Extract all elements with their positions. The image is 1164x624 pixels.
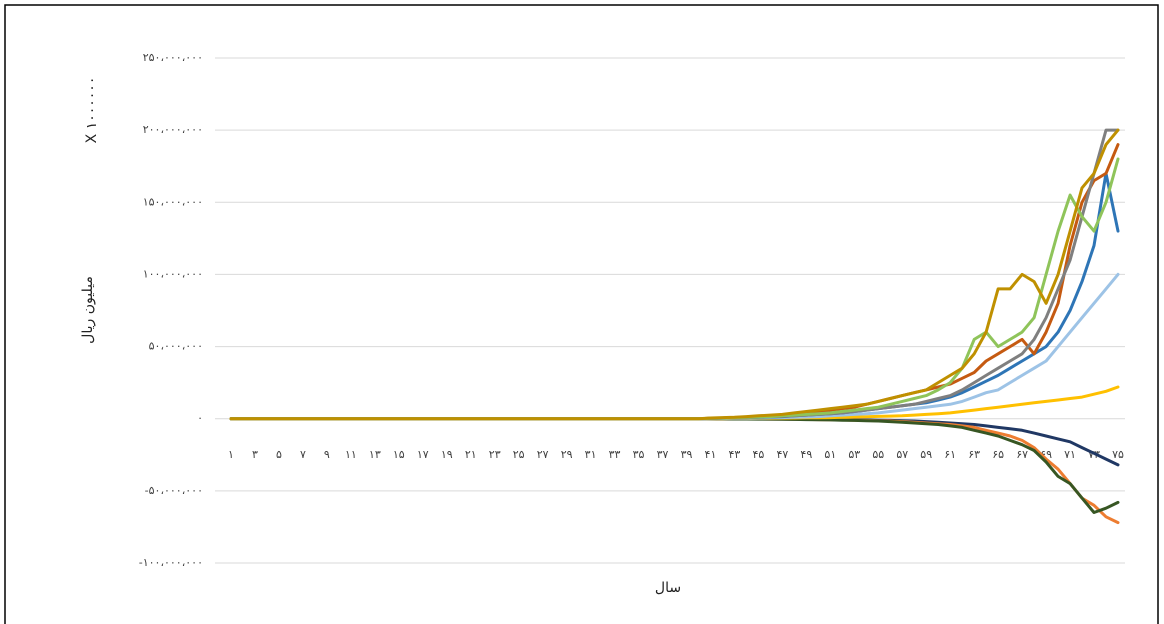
x-tick-label: ۶۳ <box>968 448 980 461</box>
x-tick-label: ۱۱ <box>345 448 357 461</box>
x-tick-label: ۹ <box>324 448 330 461</box>
x-tick-label: ۳۷ <box>657 448 669 461</box>
x-tick-label: ۲۷ <box>537 448 549 461</box>
x-tick-label: ۳۵ <box>633 448 645 461</box>
y-axis-title: میلیون ریال <box>80 276 96 344</box>
x-tick-label: ۵۱ <box>824 448 836 461</box>
x-tick-label: ۵۳ <box>848 448 860 461</box>
x-tick-label: ۲۳ <box>489 448 501 461</box>
x-tick-label: ۷۱ <box>1064 448 1076 461</box>
y-tick-label: ۲۵۰،۰۰۰،۰۰۰ <box>143 51 203 64</box>
x-tick-label: ۴۹ <box>800 448 812 461</box>
x-tick-label: ۱۹ <box>441 448 453 461</box>
x-axis-title: سال <box>655 580 681 596</box>
chart-frame <box>5 5 1158 624</box>
x-tick-label: ۲۹ <box>561 448 573 461</box>
chart: سال میلیون ریال X ۱۰۰۰۰۰۰ -۱۰۰،۰۰۰،۰۰۰ -۵… <box>0 0 1164 624</box>
x-tick-label: ۳۱ <box>585 448 597 461</box>
x-tick-label: ۳۹ <box>681 448 693 461</box>
x-tick-label: ۱۷ <box>417 448 429 461</box>
y-tick-label: ۰ <box>197 412 203 425</box>
y-tick-label: ۲۰۰،۰۰۰،۰۰۰ <box>143 123 203 136</box>
x-tick-label: ۲۱ <box>465 448 477 461</box>
x-tick-label: ۵ <box>276 448 282 461</box>
x-tick-label: ۶۵ <box>992 448 1004 461</box>
x-tick-label: ۴۱ <box>705 448 717 461</box>
x-tick-label: ۵۹ <box>920 448 932 461</box>
x-tick-label: ۷۵ <box>1112 448 1124 461</box>
x-tick-label: ۶۷ <box>1016 448 1028 461</box>
x-tick-label: ۵۷ <box>896 448 908 461</box>
y-tick-label: ۵۰،۰۰۰،۰۰۰ <box>149 340 203 353</box>
y-tick-label: -۱۰۰،۰۰۰،۰۰۰ <box>139 556 203 569</box>
x-tick-label: ۴۵ <box>752 448 764 461</box>
y-tick-label: ۱۰۰،۰۰۰،۰۰۰ <box>143 267 203 280</box>
x-tick-label: ۶۱ <box>944 448 956 461</box>
x-tick-label: ۳ <box>252 448 258 461</box>
y-unit-label: X ۱۰۰۰۰۰۰ <box>84 77 100 144</box>
x-tick-label: ۲۵ <box>513 448 525 461</box>
y-tick-label: ۱۵۰،۰۰۰،۰۰۰ <box>143 195 203 208</box>
x-tick-label: ۵۵ <box>872 448 884 461</box>
x-tick-label: ۷ <box>300 448 306 461</box>
x-tick-label: ۴۳ <box>729 448 741 461</box>
x-tick-label: ۱۵ <box>393 448 405 461</box>
x-tick-label: ۴۷ <box>776 448 788 461</box>
x-tick-label: ۳۳ <box>609 448 621 461</box>
y-tick-label: -۵۰،۰۰۰،۰۰۰ <box>145 484 203 497</box>
x-tick-label: ۱۳ <box>369 448 381 461</box>
x-tick-label: ۱ <box>228 448 234 461</box>
